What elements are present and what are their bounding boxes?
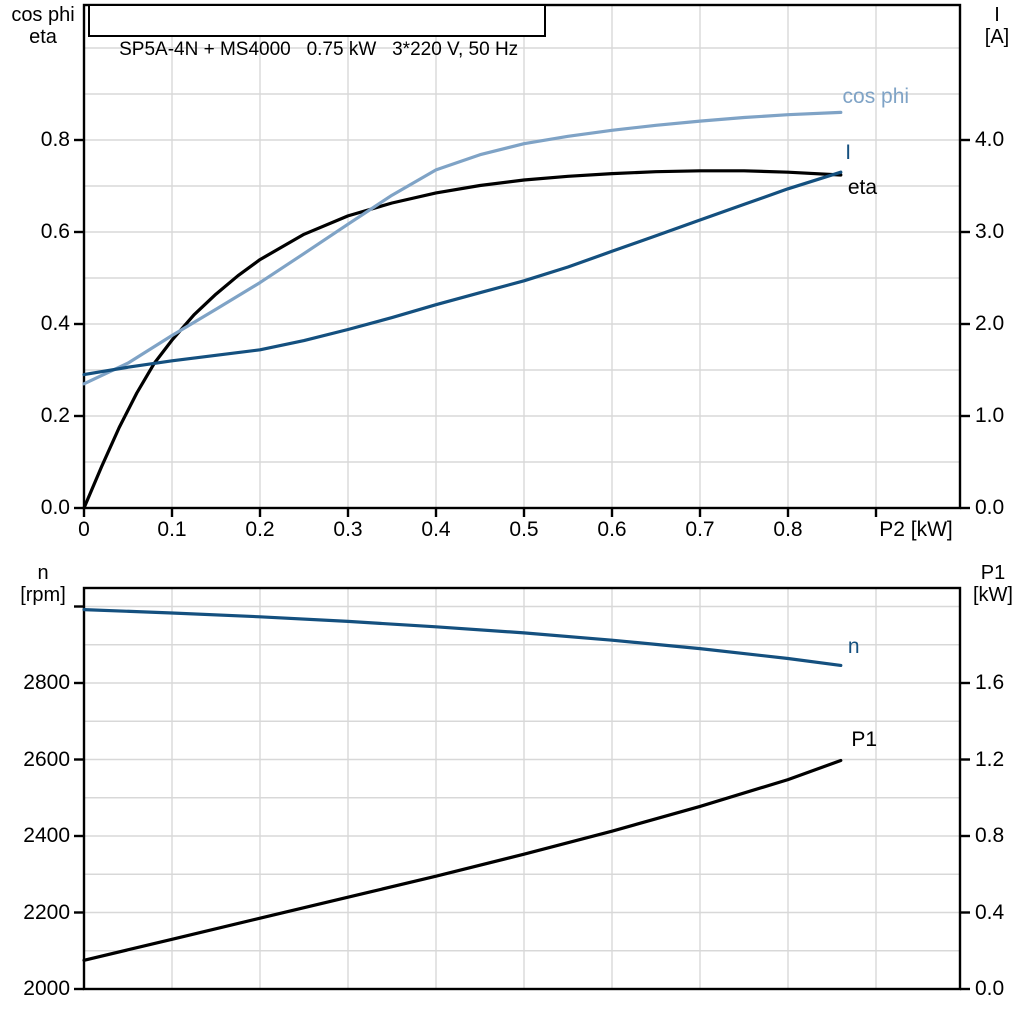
- curve-label-current: I: [845, 140, 852, 164]
- bottom-left-tick-label: 2800: [23, 671, 70, 694]
- top-right-tick-label: 0.0: [975, 496, 1005, 519]
- chart-title: SP5A-4N + MS4000 0.75 kW 3*220 V, 50 Hz: [119, 39, 519, 60]
- bottom-left-tick-label: 2600: [23, 747, 70, 771]
- bottom-left-tick-label: 2400: [23, 824, 70, 847]
- bottom-left-tick-label: 2000: [23, 977, 70, 1000]
- axis-title-kw-unit: [kW]: [973, 584, 1013, 606]
- top-left-tick-label: 0.6: [40, 220, 70, 243]
- top-x-tick-label: 0.6: [597, 518, 627, 541]
- top-right-tick-label: 4.0: [975, 128, 1005, 151]
- bottom-right-tick-label: 0.8: [975, 824, 1005, 847]
- bottom-left-axis-title: n [rpm]: [4, 562, 82, 606]
- top-x-tick-label: 0.5: [509, 518, 539, 541]
- top-right-tick-label: 3.0: [975, 220, 1005, 243]
- curve-label-p1_power: P1: [851, 728, 878, 752]
- curve-current: [82, 170, 843, 377]
- top-right-tick-label: 1.0: [975, 404, 1005, 427]
- curve-label-speed: n: [847, 635, 860, 659]
- top-x-tick-label: 0.4: [421, 518, 451, 541]
- top-right-axis-title: I [A]: [972, 4, 1022, 48]
- x-axis-label: P2 [kW]: [879, 518, 953, 541]
- top-left-tick-label: 0.0: [40, 496, 70, 519]
- curve-cos_phi: [82, 110, 843, 386]
- bottom-left-tick-label: 2200: [23, 900, 70, 924]
- axis-title-rpm-unit: [rpm]: [20, 584, 66, 606]
- top-right-tick-label: 2.0: [975, 312, 1005, 335]
- curve-p1_power: [82, 758, 843, 962]
- top-x-tick-label: 0.2: [245, 518, 275, 541]
- axis-title-n: n: [37, 562, 49, 584]
- top-x-tick-label: 0.3: [333, 518, 363, 541]
- top-x-tick-label: 0.7: [685, 518, 715, 541]
- top-x-tick-label: 0.8: [773, 518, 803, 541]
- bottom-plot-frame: [82, 586, 962, 991]
- top-x-tick-label: 0: [78, 518, 90, 541]
- bottom-right-tick-label: 0.4: [975, 900, 1005, 924]
- bottom-right-tick-label: 0.0: [975, 977, 1005, 1000]
- bottom-right-axis-title: P1 [kW]: [964, 562, 1022, 606]
- axis-title-cos-phi: cos phi: [11, 4, 75, 26]
- top-x-tick-label: 0.1: [157, 518, 187, 541]
- curve-speed: [82, 607, 843, 668]
- bottom-right-tick-label: 1.2: [975, 747, 1005, 771]
- top-left-tick-label: 0.2: [40, 404, 70, 427]
- axis-title-ampere-unit: [A]: [984, 26, 1010, 48]
- bottom-right-tick-label: 1.6: [975, 671, 1005, 694]
- axis-title-current: I: [994, 4, 1000, 26]
- chart-title-box: SP5A-4N + MS4000 0.75 kW 3*220 V, 50 Hz: [88, 4, 546, 60]
- axis-title-p1: P1: [980, 562, 1006, 584]
- top-plot-frame: [82, 3, 962, 510]
- axis-title-eta: eta: [29, 26, 57, 48]
- top-left-tick-label: 0.4: [40, 312, 70, 335]
- curve-label-cos_phi: cos phi: [842, 85, 910, 109]
- top-left-tick-label: 0.8: [40, 128, 70, 151]
- top-left-axis-title: cos phi eta: [4, 4, 82, 48]
- curve-eta: [82, 169, 843, 510]
- curve-label-eta: eta: [847, 176, 878, 200]
